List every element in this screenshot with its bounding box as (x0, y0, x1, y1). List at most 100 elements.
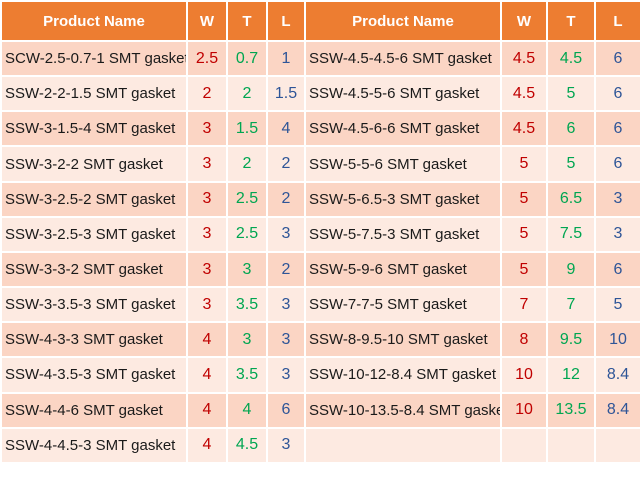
table-row: SSW-4-3-3 SMT gasket 4 3 3 SSW-8-9.5-10 … (0, 321, 640, 359)
l-value-cell: 1 (266, 39, 306, 78)
w-value-cell: 4.5 (500, 110, 548, 148)
l-value-cell: 8.4 (594, 356, 640, 394)
t-value-cell: 2.5 (226, 180, 268, 218)
t-value-cell (546, 426, 596, 465)
t-value-cell: 9 (546, 250, 596, 289)
t-value-cell: 2 (226, 145, 268, 183)
l-value-cell: 4 (266, 110, 306, 148)
w-value-cell: 3 (186, 110, 228, 148)
t-value-cell: 7 (546, 286, 596, 324)
product-name-cell: SSW-3-1.5-4 SMT gasket (0, 110, 188, 148)
product-name-cell: SSW-8-9.5-10 SMT gasket (304, 321, 502, 359)
t-value-cell: 3.5 (226, 356, 268, 394)
header-product-name: Product Name (304, 0, 502, 42)
l-value-cell: 2 (266, 145, 306, 183)
table-row: SSW-3-3.5-3 SMT gasket 3 3.5 3 SSW-7-7-5… (0, 286, 640, 324)
l-value-cell: 3 (266, 426, 306, 465)
w-value-cell: 5 (500, 145, 548, 183)
t-value-cell: 3.5 (226, 286, 268, 324)
l-value-cell: 3 (266, 321, 306, 359)
l-value-cell: 6 (594, 75, 640, 113)
product-name-cell: SSW-5-5-6 SMT gasket (304, 145, 502, 183)
header-row: Product Name W T L Product Name W T L (0, 0, 640, 42)
product-name-cell: SSW-3-3.5-3 SMT gasket (0, 286, 188, 324)
l-value-cell: 2 (266, 250, 306, 289)
product-name-cell: SSW-4.5-4.5-6 SMT gasket (304, 39, 502, 78)
table-row: SSW-3-2.5-2 SMT gasket 3 2.5 2 SSW-5-6.5… (0, 180, 640, 218)
l-value-cell: 3 (266, 215, 306, 253)
t-value-cell: 9.5 (546, 321, 596, 359)
w-value-cell: 3 (186, 286, 228, 324)
table-row: SSW-3-2.5-3 SMT gasket 3 2.5 3 SSW-5-7.5… (0, 215, 640, 253)
l-value-cell: 10 (594, 321, 640, 359)
w-value-cell: 5 (500, 180, 548, 218)
product-name-cell: SSW-4.5-5-6 SMT gasket (304, 75, 502, 113)
t-value-cell: 4.5 (226, 426, 268, 465)
product-name-cell: SSW-3-2.5-2 SMT gasket (0, 180, 188, 218)
table-row: SSW-3-2-2 SMT gasket 3 2 2 SSW-5-5-6 SMT… (0, 145, 640, 183)
product-name-cell: SSW-3-3-2 SMT gasket (0, 250, 188, 289)
product-name-cell: SSW-4-3.5-3 SMT gasket (0, 356, 188, 394)
header-l: L (594, 0, 640, 42)
product-name-cell: SSW-5-6.5-3 SMT gasket (304, 180, 502, 218)
w-value-cell: 4 (186, 321, 228, 359)
table-row: SSW-3-1.5-4 SMT gasket 3 1.5 4 SSW-4.5-6… (0, 110, 640, 148)
l-value-cell: 6 (594, 145, 640, 183)
l-value-cell: 6 (266, 391, 306, 429)
product-name-cell: SSW-4.5-6-6 SMT gasket (304, 110, 502, 148)
table-row: SSW-4-4-6 SMT gasket 4 4 6 SSW-10-13.5-8… (0, 391, 640, 429)
t-value-cell: 5 (546, 75, 596, 113)
product-name-cell: SSW-10-12-8.4 SMT gasket (304, 356, 502, 394)
l-value-cell: 2 (266, 180, 306, 218)
w-value-cell: 3 (186, 180, 228, 218)
t-value-cell: 3 (226, 250, 268, 289)
product-name-cell: SSW-5-9-6 SMT gasket (304, 250, 502, 289)
w-value-cell: 5 (500, 215, 548, 253)
t-value-cell: 1.5 (226, 110, 268, 148)
w-value-cell: 4.5 (500, 39, 548, 78)
t-value-cell: 5 (546, 145, 596, 183)
table-row: SSW-3-3-2 SMT gasket 3 3 2 SSW-5-9-6 SMT… (0, 250, 640, 289)
w-value-cell: 5 (500, 250, 548, 289)
header-product-name: Product Name (0, 0, 188, 42)
table-row: SSW-4-4.5-3 SMT gasket 4 4.5 3 (0, 426, 640, 465)
header-w: W (500, 0, 548, 42)
t-value-cell: 6 (546, 110, 596, 148)
t-value-cell: 4.5 (546, 39, 596, 78)
t-value-cell: 3 (226, 321, 268, 359)
header-t: T (546, 0, 596, 42)
product-name-cell: SSW-4-3-3 SMT gasket (0, 321, 188, 359)
t-value-cell: 2 (226, 75, 268, 113)
table-row: SSW-4-3.5-3 SMT gasket 4 3.5 3 SSW-10-12… (0, 356, 640, 394)
l-value-cell: 3 (266, 356, 306, 394)
header-w: W (186, 0, 228, 42)
t-value-cell: 13.5 (546, 391, 596, 429)
product-name-cell: SSW-7-7-5 SMT gasket (304, 286, 502, 324)
gasket-spec-table: Product Name W T L Product Name W T L SC… (0, 0, 640, 465)
product-name-cell: SSW-3-2.5-3 SMT gasket (0, 215, 188, 253)
table-row: SSW-2-2-1.5 SMT gasket 2 2 1.5 SSW-4.5-5… (0, 75, 640, 113)
w-value-cell: 4.5 (500, 75, 548, 113)
w-value-cell: 8 (500, 321, 548, 359)
l-value-cell: 1.5 (266, 75, 306, 113)
w-value-cell: 3 (186, 215, 228, 253)
w-value-cell: 4 (186, 426, 228, 465)
product-name-cell: SSW-2-2-1.5 SMT gasket (0, 75, 188, 113)
product-name-cell: SSW-4-4.5-3 SMT gasket (0, 426, 188, 465)
product-name-cell (304, 426, 502, 465)
product-name-cell: SSW-10-13.5-8.4 SMT gasket (304, 391, 502, 429)
t-value-cell: 6.5 (546, 180, 596, 218)
l-value-cell: 6 (594, 39, 640, 78)
header-l: L (266, 0, 306, 42)
w-value-cell: 4 (186, 356, 228, 394)
w-value-cell: 7 (500, 286, 548, 324)
l-value-cell: 6 (594, 110, 640, 148)
product-name-cell: SSW-3-2-2 SMT gasket (0, 145, 188, 183)
w-value-cell: 3 (186, 250, 228, 289)
l-value-cell: 3 (266, 286, 306, 324)
t-value-cell: 12 (546, 356, 596, 394)
t-value-cell: 2.5 (226, 215, 268, 253)
t-value-cell: 0.7 (226, 39, 268, 78)
l-value-cell: 3 (594, 215, 640, 253)
table-row: SCW-2.5-0.7-1 SMT gasket 2.5 0.7 1 SSW-4… (0, 39, 640, 78)
